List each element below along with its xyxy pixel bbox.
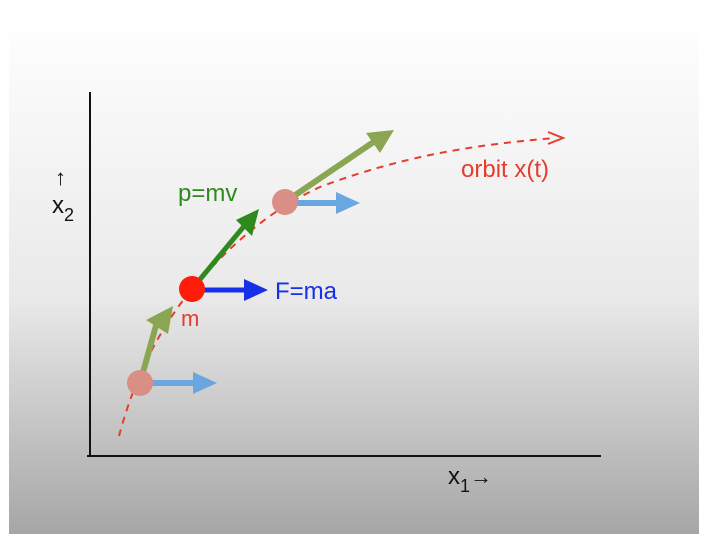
slide-background [9, 12, 699, 534]
x-axis-arrow: → [470, 464, 492, 489]
momentum-arrow-current [190, 223, 247, 291]
y-axis-arrow: ↑ [55, 165, 66, 190]
mass-future [272, 189, 298, 215]
x-axis-letter: x [448, 463, 460, 490]
momentum-arrowhead-past [146, 306, 173, 334]
mass-current [179, 276, 205, 302]
momentum-arrowhead-current [236, 209, 259, 236]
force-arrowhead-current [244, 279, 268, 301]
force-arrowhead-past [193, 372, 217, 394]
y-axis-letter: x [52, 192, 64, 219]
momentum-arrow-future [283, 138, 377, 205]
force-arrowhead-future [336, 192, 360, 214]
y-axis-subscript: 2 [64, 205, 74, 225]
momentum-label: p=mv [178, 180, 237, 207]
force-label: F=ma [275, 278, 338, 305]
y-axis-label: x2 [52, 192, 74, 225]
orbit-arrowhead [547, 131, 566, 145]
momentum-arrowhead-future [366, 130, 394, 153]
orbit-label: orbit x(t) [461, 156, 549, 183]
x-axis-label: x1→ [448, 463, 492, 496]
mass-past [127, 370, 153, 396]
x-axis-subscript: 1 [460, 476, 470, 496]
mass-label: m [181, 306, 199, 331]
